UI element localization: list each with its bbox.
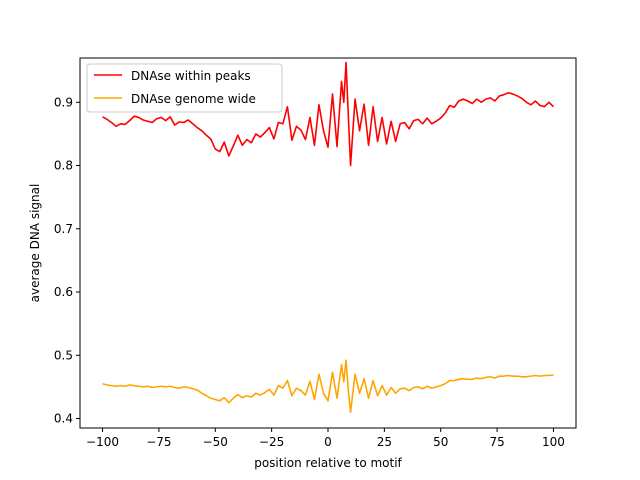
- series-line-genome-wide: [102, 359, 554, 413]
- y-axis-label: average DNA signal: [28, 184, 42, 303]
- legend-label-genome-wide: DNAse genome wide: [131, 92, 256, 106]
- x-tick-label: −50: [203, 435, 228, 449]
- x-tick-label: 75: [489, 435, 504, 449]
- series-line-within-peaks: [102, 61, 555, 167]
- y-axis-ticks: 0.4 0.5 0.6 0.7 0.8 0.9: [54, 95, 80, 426]
- x-tick-label: −25: [259, 435, 284, 449]
- x-tick-label: 100: [542, 435, 565, 449]
- y-tick-label: 0.5: [54, 348, 73, 362]
- series-lines: [102, 61, 555, 413]
- legend-label-within-peaks: DNAse within peaks: [131, 69, 251, 83]
- x-axis-label: position relative to motif: [254, 456, 402, 470]
- x-tick-label: −75: [146, 435, 171, 449]
- y-tick-label: 0.8: [54, 159, 73, 173]
- x-tick-label: 25: [377, 435, 392, 449]
- x-tick-label: 50: [433, 435, 448, 449]
- plot-area: [80, 58, 576, 428]
- x-tick-label: 0: [324, 435, 332, 449]
- legend-box: [86, 63, 283, 113]
- y-tick-label: 0.4: [54, 412, 73, 426]
- legend: DNAse within peaks DNAse genome wide: [86, 63, 283, 113]
- x-tick-label: −100: [86, 435, 119, 449]
- y-tick-label: 0.6: [54, 285, 73, 299]
- y-tick-label: 0.7: [54, 222, 73, 236]
- plot-frame: [79, 57, 577, 429]
- y-tick-label: 0.9: [54, 95, 73, 109]
- x-axis-ticks: −100 −75 −50 −25 0 25 50 75 100: [86, 428, 565, 449]
